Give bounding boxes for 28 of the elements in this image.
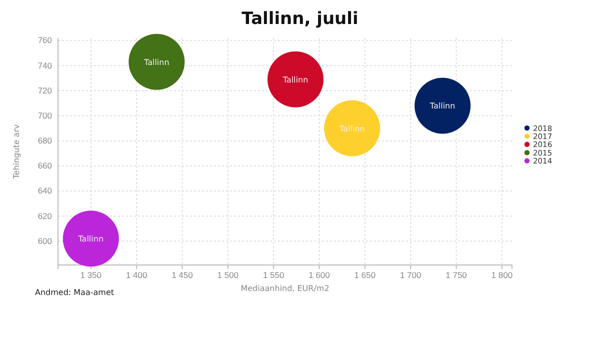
x-tick-label: 1 700 [400, 270, 422, 280]
y-tick-label: 640 [38, 186, 52, 196]
x-tick-label: 1 650 [354, 270, 376, 280]
data-label: Tallinn [77, 234, 104, 244]
text: Andmed: Maa-amet [35, 288, 114, 297]
x-tick-label: 1 800 [491, 270, 513, 280]
y-tick-label: 660 [38, 160, 52, 171]
y-axis-title: Tehingute arv [12, 124, 21, 180]
data-label: Tallinn [282, 75, 308, 84]
x-tick-label: 1 550 [262, 270, 284, 280]
y-tick-label: 720 [38, 85, 52, 96]
data-label: Tallinn [143, 58, 170, 67]
y-tick-label: 740 [38, 60, 52, 70]
y-tick-label: 680 [38, 136, 52, 146]
chart-title: Tallinn, juuli [242, 9, 358, 29]
y-tick-label: 760 [38, 35, 52, 46]
y-tick-label: 600 [38, 236, 52, 246]
x-tick-label: 1 400 [126, 270, 148, 280]
x-axis-title: Mediaanhind, EUR/m2 [240, 284, 330, 293]
x-tick-label: 1 750 [446, 270, 468, 280]
x-tick-label: 1 450 [172, 270, 194, 280]
data-label: Tallinn [428, 102, 456, 111]
x-tick-label: 1 600 [308, 270, 330, 280]
x-tick-label: 1 500 [217, 270, 239, 280]
x-tick-label: 1 350 [80, 270, 102, 280]
y-tick-label: 700 [38, 110, 52, 120]
y-tick-label: 620 [38, 210, 52, 221]
data-label: Tallinn [338, 124, 365, 134]
